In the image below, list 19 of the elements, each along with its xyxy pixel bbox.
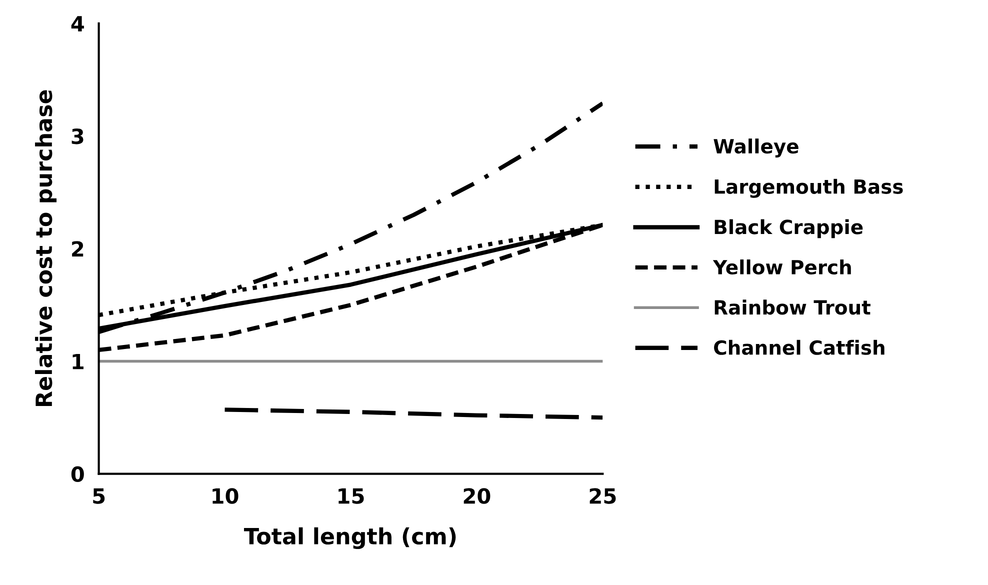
x-tick-label: 25 [590, 488, 616, 504]
y-tick-label: 3 [72, 128, 84, 144]
y-tick-label: 2 [72, 241, 84, 257]
x-tick-label: 10 [212, 488, 238, 504]
legend-label: Black Crappie [714, 219, 863, 238]
legend-label: Largemouth Bass [714, 178, 903, 198]
x-tick-label: 5 [93, 488, 105, 504]
legend-label: Walleye [714, 138, 798, 158]
y-tick-label: 1 [72, 354, 84, 370]
line-series [222, 408, 603, 420]
x-tick-label: 20 [464, 488, 490, 504]
legend-label: Channel Catfish [714, 340, 884, 355]
y-tick-label: 0 [71, 466, 84, 482]
y-tick-label: 4 [71, 16, 84, 32]
legend-label: Yellow Perch [712, 259, 851, 275]
legend-label: Rainbow Trout [714, 300, 870, 315]
x-axis-title: Total length (cm) [244, 527, 456, 550]
x-tick-label: 15 [338, 488, 364, 504]
y-axis-title: Relative cost to purchase [35, 90, 57, 406]
